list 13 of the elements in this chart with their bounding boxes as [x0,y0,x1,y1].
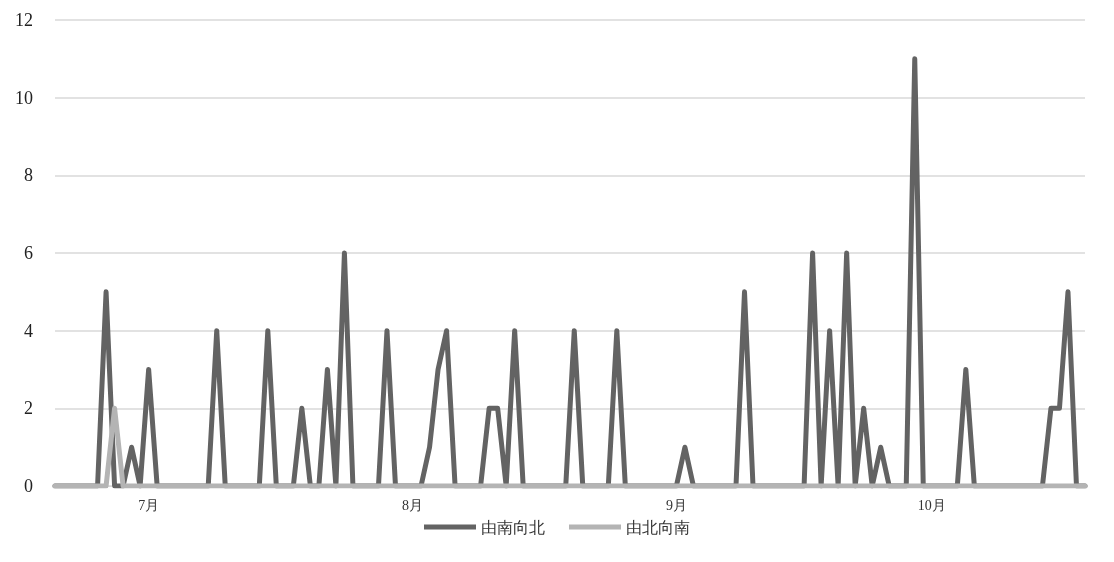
y-tick-label: 6 [24,243,33,263]
y-tick-label: 8 [24,165,33,186]
y-tick-label: 0 [24,476,33,496]
x-tick-label: 9月 [665,497,687,513]
legend-label: 由南向北 [481,518,545,536]
x-tick-label: 8月 [402,497,424,513]
x-tick-label: 7月 [138,497,160,513]
y-tick-label: 4 [24,320,33,341]
legend-label: 由北向南 [626,518,690,536]
y-tick-label: 12 [15,10,33,30]
y-tick-label: 2 [24,398,33,419]
x-tick-label: 10月 [917,497,946,513]
y-tick-label: 10 [15,87,33,108]
